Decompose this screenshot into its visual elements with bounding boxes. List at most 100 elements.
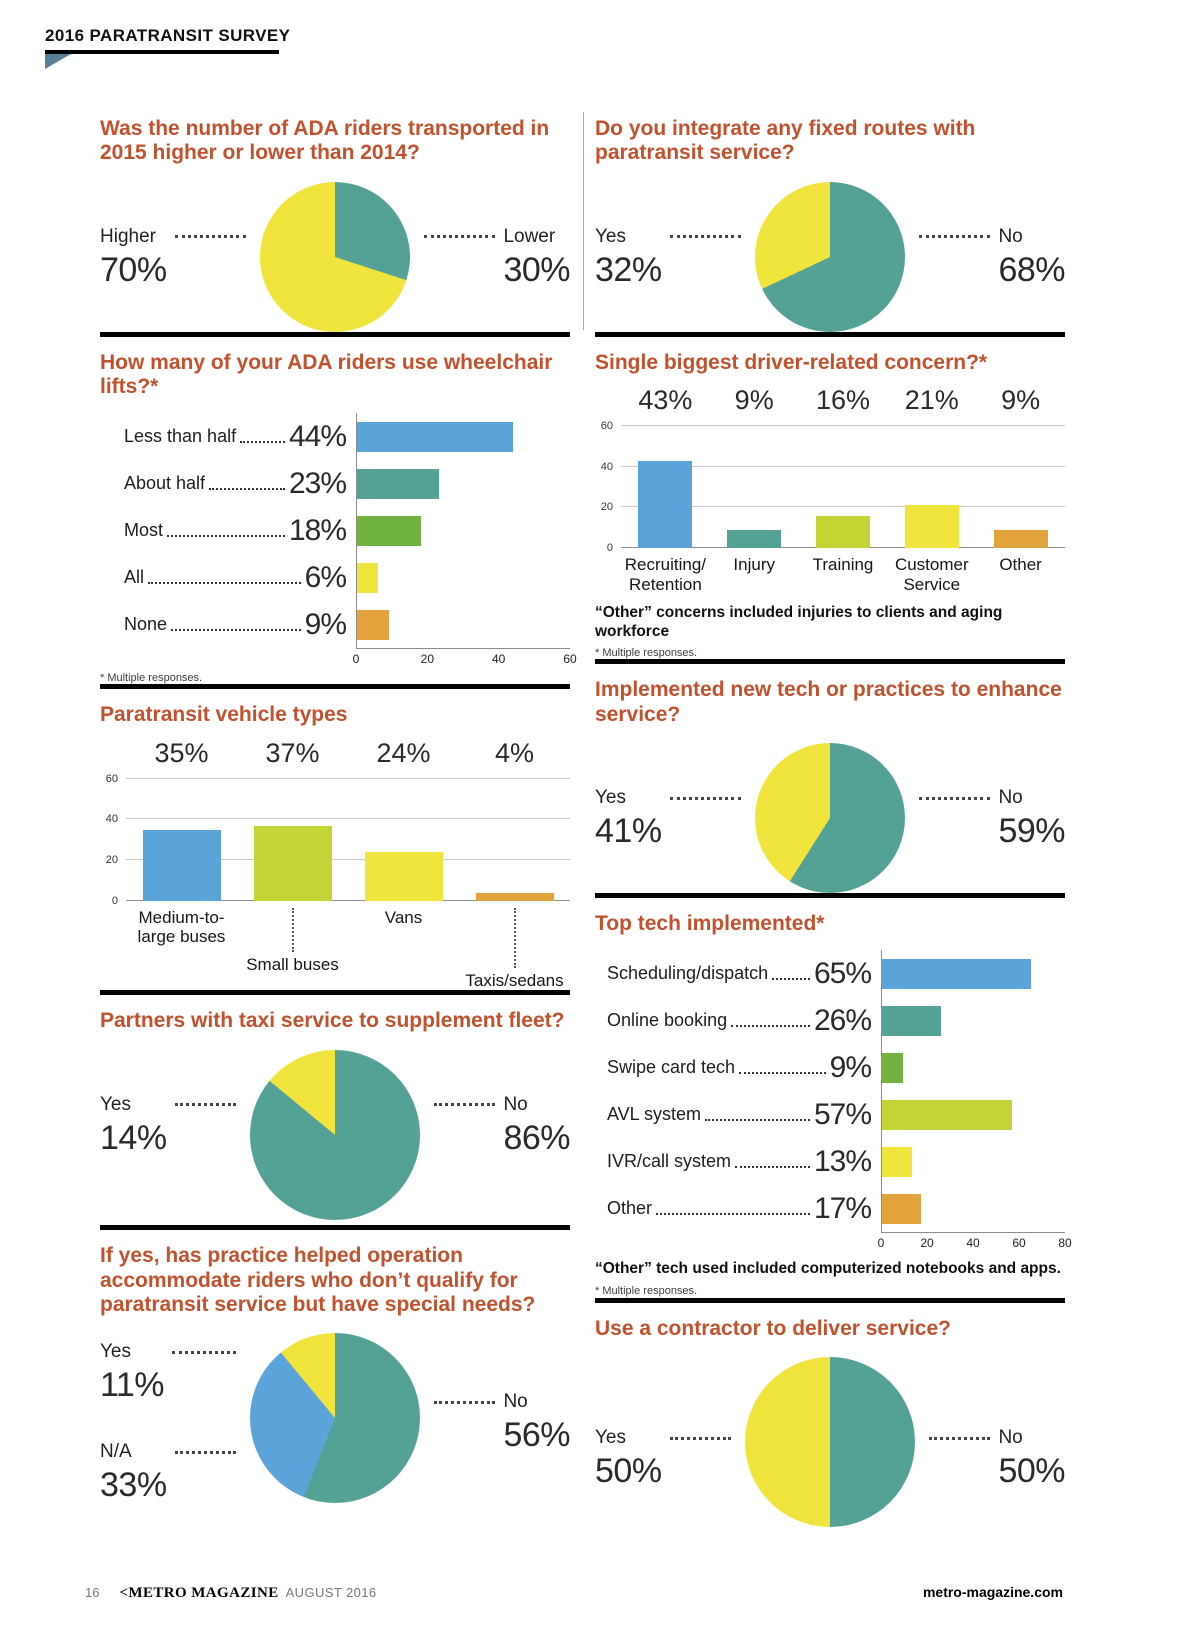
pie-callout-right: No 86%	[426, 1050, 570, 1158]
section-divider	[100, 990, 570, 996]
pie-callouts-left: Yes 11% N/A 33%	[100, 1333, 244, 1505]
bar-value-label: 21%	[904, 385, 959, 416]
bar-label: About half	[124, 473, 206, 494]
dotted-leader	[669, 1436, 731, 1440]
pie-callout-right: No 56%	[426, 1333, 570, 1455]
pie-slice-label: N/A	[100, 1441, 132, 1463]
pie-slice-label: No	[998, 1427, 1023, 1449]
section-taxi-helped: If yes, has practice helped operation ac…	[100, 1230, 570, 1505]
bar-row-label: Scheduling/dispatch 65%	[595, 950, 881, 997]
pie-slice-label: No	[998, 225, 1023, 247]
pie-slice-value: 68%	[998, 250, 1065, 289]
pie-callout-right: Lower 30%	[416, 182, 570, 290]
chart-title: Top tech implemented*	[595, 912, 825, 936]
bar-row: Swipe card tech 9%	[595, 1044, 1065, 1092]
bar-value-label: 26%	[813, 1003, 872, 1037]
bar-row: Online booking 26%	[595, 997, 1065, 1045]
pie-slice-label: Yes	[595, 787, 626, 809]
bar-track	[356, 601, 570, 649]
bar-row-label: Less than half 44%	[100, 413, 356, 460]
page-number: 16	[85, 1585, 100, 1600]
issue-date: AUGUST 2016	[285, 1585, 377, 1600]
pie-slice-label: No	[503, 1391, 528, 1413]
dotted-leader	[148, 581, 301, 584]
chart-title: Single biggest driver-related concern?*	[595, 350, 988, 374]
section-divider	[100, 684, 570, 690]
category-label: Medium-to- large buses	[137, 907, 226, 947]
pie-slice-value: 14%	[100, 1118, 167, 1157]
chart-title: Paratransit vehicle types	[100, 703, 348, 727]
bar-row-label: All 6%	[100, 554, 356, 601]
category-cell: Taxis/sedans	[459, 907, 570, 991]
gridline	[126, 859, 570, 861]
pie-slice-value: 33%	[100, 1466, 167, 1505]
section-fixed-routes: Do you integrate any fixed routes with p…	[595, 103, 1065, 332]
axis-tick: 0	[877, 1236, 885, 1251]
category-label: Recruiting/ Retention	[624, 555, 707, 594]
axis-tick: 40	[105, 813, 118, 826]
category-labels: Medium-to- large buses Small buses Vans Tax…	[126, 907, 570, 991]
bar-track	[881, 1185, 1065, 1233]
section-top-tech: Top tech implemented* Scheduling/dispatc…	[595, 898, 1072, 1298]
pie-slice-label: Yes	[100, 1341, 131, 1363]
bar-label: Swipe card tech	[607, 1057, 736, 1078]
content-columns: Was the number of ADA riders transported…	[100, 103, 1072, 1528]
axis-tick: 0	[606, 542, 613, 555]
pie-callout-yes: Yes 11%	[100, 1341, 244, 1405]
bar-value-row: 35% 37% 24% 4%	[126, 738, 570, 769]
dotted-leader	[735, 1165, 810, 1168]
bar-track	[881, 950, 1065, 998]
section-contractor: Use a contractor to deliver service? Yes…	[595, 1303, 1065, 1528]
pie-chart-taxi-partner: Yes 14% No 86%	[100, 1049, 570, 1220]
section-new-tech: Implemented new tech or practices to enh…	[595, 664, 1065, 894]
pie-ada-riders	[260, 181, 410, 332]
category-label: Customer Service	[894, 555, 969, 594]
category-label: Taxis/sedans	[465, 970, 564, 990]
bar-track	[356, 413, 570, 461]
pie-slice-label: Yes	[595, 225, 626, 247]
footnote-bold: “Other” concerns included injuries to cl…	[595, 604, 1003, 640]
bar-chart-top-tech: Scheduling/dispatch 65% Online booking 26% S…	[595, 950, 1072, 1251]
dotted-leader	[919, 235, 991, 239]
bar-value-label: 65%	[813, 956, 872, 990]
pie-callout-left: Yes 32%	[595, 182, 749, 290]
pie-contractor	[745, 1357, 915, 1528]
dotted-leader	[174, 235, 246, 239]
bar-track	[881, 1138, 1065, 1186]
dotted-leader	[656, 1212, 810, 1215]
bar-label: AVL system	[607, 1104, 702, 1125]
bar-value-label: 9%	[829, 1050, 872, 1084]
footnote: * Multiple responses.	[100, 672, 203, 685]
bar-row-label: Most 18%	[100, 507, 356, 554]
bar	[638, 460, 693, 549]
bar	[475, 892, 554, 901]
plot-area	[621, 425, 1065, 549]
axis-tick: 40	[491, 652, 506, 667]
bar-row-label: AVL system 57%	[595, 1091, 881, 1138]
bar	[357, 609, 389, 640]
bar-track	[881, 997, 1065, 1045]
x-axis: 0 20 40 60	[353, 648, 577, 667]
section-vehicle-types: Paratransit vehicle types 35% 37% 24% 4% 0 20…	[100, 689, 570, 990]
axis-tick: 0	[111, 894, 118, 907]
bar-label: Online booking	[607, 1010, 728, 1031]
bar-chart-driver-concern: 43% 9% 16% 21% 9% 0 20 40 60 Recruiting/ Retentio…	[595, 385, 1065, 594]
dotted-leader	[424, 235, 496, 239]
axis-tick: 40	[600, 460, 613, 473]
bar-value-label: 24%	[376, 737, 431, 768]
bar	[364, 852, 443, 901]
bar-row: Other 17%	[595, 1185, 1065, 1233]
metro-magazine-logo: <METRO MAGAZINE	[119, 1585, 279, 1601]
pie-slice-value: 50%	[595, 1452, 662, 1491]
pie-fixed-routes	[755, 181, 905, 332]
bar-row: All 6%	[100, 554, 570, 602]
bar	[904, 505, 959, 549]
bar-value-label: 37%	[265, 737, 320, 768]
dotted-leader	[209, 487, 285, 490]
section-divider	[595, 331, 1065, 337]
page-header: 2016 PARATRANSIT SURVEY	[0, 0, 1200, 69]
bar-label: Less than half	[124, 426, 237, 447]
section-divider	[595, 1298, 1065, 1304]
bar-label: Scheduling/dispatch	[607, 963, 769, 984]
bar-value-label: 23%	[288, 466, 347, 500]
